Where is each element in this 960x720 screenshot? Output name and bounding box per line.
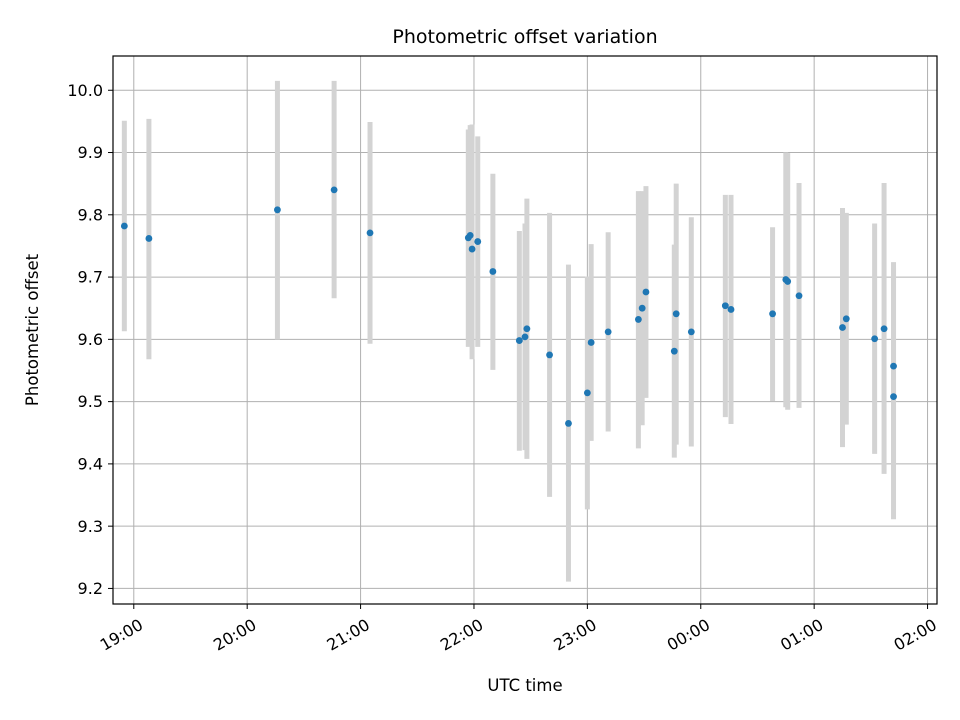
data-point	[795, 292, 803, 300]
data-point	[523, 325, 531, 333]
y-tick-label: 9.8	[78, 205, 103, 224]
data-point	[769, 310, 776, 318]
data-point	[466, 231, 474, 239]
data-point	[670, 347, 678, 355]
chart-title: Photometric offset variation	[392, 26, 657, 48]
data-point	[727, 306, 735, 313]
data-point	[839, 324, 846, 331]
data-point	[638, 304, 646, 312]
data-point	[120, 222, 128, 230]
data-point	[366, 229, 374, 237]
data-point	[521, 333, 529, 341]
data-point	[890, 393, 897, 401]
data-point	[583, 389, 591, 397]
data-point	[604, 328, 612, 336]
y-tick-label: 9.6	[78, 330, 103, 349]
data-point	[634, 316, 642, 323]
data-point	[871, 335, 879, 343]
data-point	[721, 302, 729, 310]
data-point	[274, 206, 281, 214]
data-point	[474, 238, 482, 245]
data-points	[120, 186, 897, 427]
data-point	[330, 186, 338, 194]
y-tick-label: 9.3	[78, 517, 103, 536]
data-point	[565, 420, 572, 427]
y-tick-label: 9.2	[78, 579, 103, 598]
y-axis: 9.2 9.3 9.4 9.5 9.6 9.7 9.8 9.9 10.0	[67, 81, 113, 598]
data-point	[468, 245, 476, 253]
y-tick-label: 9.9	[78, 143, 103, 162]
y-tick-label: 9.4	[78, 454, 103, 473]
data-point	[672, 310, 680, 318]
data-point	[890, 362, 897, 370]
y-tick-label: 10.0	[67, 81, 103, 100]
x-axis-label: UTC time	[487, 676, 562, 695]
data-point	[546, 351, 553, 359]
data-point	[642, 288, 650, 296]
data-point	[515, 337, 523, 344]
y-tick-label: 9.7	[78, 268, 103, 287]
data-point	[145, 235, 153, 242]
data-point	[880, 325, 888, 333]
data-point	[842, 315, 850, 323]
data-point	[687, 328, 695, 336]
data-point	[587, 339, 595, 346]
data-point	[784, 278, 792, 285]
y-tick-label: 9.5	[78, 392, 103, 411]
y-axis-label: Photometric offset	[23, 253, 42, 406]
plot-frame	[112, 55, 938, 605]
data-point	[489, 268, 497, 275]
